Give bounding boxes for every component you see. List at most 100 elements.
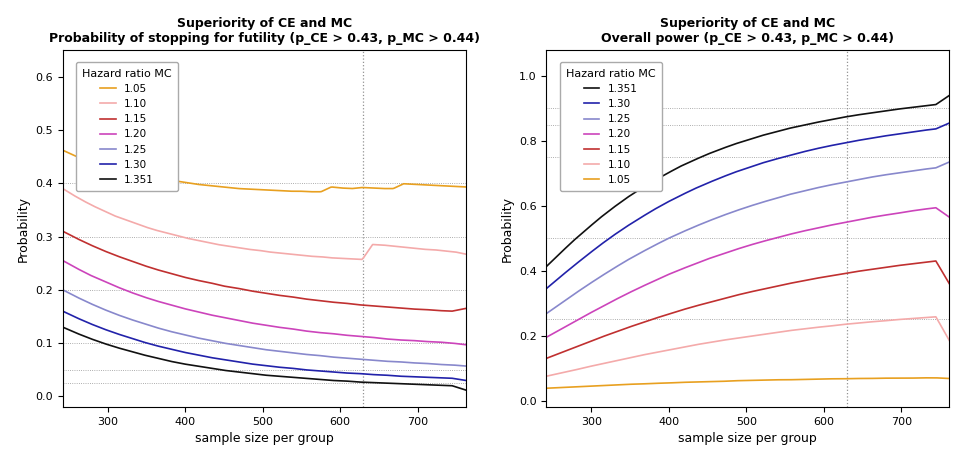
1.351: [303, 376, 315, 382]
1.25: [787, 191, 799, 196]
1.10: [297, 253, 308, 258]
1.10: [356, 257, 368, 262]
1.351: [297, 375, 308, 381]
1.20: [780, 233, 791, 238]
1.15: [296, 296, 307, 301]
1.351: [780, 127, 791, 132]
1.20: [787, 231, 799, 236]
1.10: [542, 373, 554, 379]
1.15: [542, 355, 554, 361]
1.05: [305, 189, 317, 195]
1.20: [303, 328, 315, 334]
Line: 1.25: 1.25: [63, 290, 466, 366]
1.351: [396, 381, 408, 387]
1.05: [423, 182, 435, 188]
1.351: [906, 105, 918, 110]
1.20: [542, 334, 554, 339]
1.10: [944, 338, 955, 343]
1.25: [541, 311, 553, 316]
1.30: [787, 152, 799, 157]
1.10: [541, 373, 553, 379]
1.351: [57, 324, 69, 330]
1.30: [542, 285, 554, 290]
1.25: [780, 193, 791, 199]
1.05: [303, 189, 315, 195]
X-axis label: sample size per group: sample size per group: [195, 432, 333, 445]
Line: 1.30: 1.30: [547, 123, 950, 289]
Legend: 1.351, 1.30, 1.25, 1.20, 1.15, 1.10, 1.05: 1.351, 1.30, 1.25, 1.20, 1.15, 1.10, 1.0…: [559, 62, 662, 191]
1.10: [423, 247, 435, 252]
1.351: [781, 126, 792, 132]
1.10: [296, 253, 307, 258]
Line: 1.15: 1.15: [63, 231, 466, 311]
X-axis label: sample size per group: sample size per group: [678, 432, 817, 445]
1.351: [422, 382, 434, 388]
1.05: [542, 385, 554, 391]
1.05: [944, 376, 955, 381]
1.30: [781, 153, 792, 159]
1.05: [541, 385, 553, 391]
Line: 1.20: 1.20: [547, 208, 950, 337]
1.25: [58, 288, 70, 293]
1.05: [58, 148, 70, 153]
1.20: [944, 214, 955, 220]
Title: Superiority of CE and MC
Probability of stopping for futility (p_CE > 0.43, p_MC: Superiority of CE and MC Probability of …: [48, 17, 480, 45]
1.05: [906, 375, 918, 381]
1.20: [297, 328, 308, 333]
1.15: [781, 281, 792, 287]
1.25: [57, 287, 69, 292]
1.30: [57, 308, 69, 314]
1.15: [460, 306, 471, 311]
Line: 1.351: 1.351: [547, 96, 950, 267]
Line: 1.351: 1.351: [63, 327, 466, 390]
1.351: [880, 108, 892, 114]
1.20: [296, 328, 307, 333]
1.20: [541, 334, 553, 340]
1.351: [58, 325, 70, 330]
1.15: [787, 280, 799, 286]
1.15: [422, 307, 434, 312]
1.05: [398, 181, 410, 187]
1.15: [930, 258, 942, 264]
1.10: [303, 253, 315, 259]
1.20: [422, 339, 434, 344]
Y-axis label: Probability: Probability: [16, 195, 30, 261]
Line: 1.15: 1.15: [547, 261, 950, 359]
1.15: [944, 281, 955, 286]
Y-axis label: Probability: Probability: [500, 195, 513, 261]
1.20: [880, 212, 892, 218]
1.30: [297, 367, 308, 372]
1.25: [460, 363, 471, 369]
1.351: [541, 264, 553, 269]
1.05: [297, 188, 308, 194]
1.10: [781, 328, 792, 334]
Line: 1.30: 1.30: [63, 311, 466, 380]
Line: 1.25: 1.25: [547, 162, 950, 314]
1.20: [460, 342, 471, 347]
1.25: [296, 351, 307, 357]
1.351: [296, 375, 307, 381]
1.25: [944, 159, 955, 165]
1.05: [880, 376, 892, 381]
1.15: [880, 264, 892, 270]
1.25: [396, 359, 408, 365]
1.05: [460, 184, 471, 190]
1.25: [422, 361, 434, 366]
1.25: [906, 168, 918, 174]
1.25: [880, 172, 892, 177]
1.10: [906, 316, 918, 322]
1.10: [880, 318, 892, 323]
1.30: [906, 129, 918, 135]
1.10: [930, 314, 942, 320]
1.15: [541, 356, 553, 361]
1.25: [297, 351, 308, 357]
1.05: [780, 377, 791, 383]
1.20: [396, 337, 408, 343]
Legend: 1.05, 1.10, 1.15, 1.20, 1.25, 1.30, 1.351: 1.05, 1.10, 1.15, 1.20, 1.25, 1.30, 1.35…: [76, 62, 178, 191]
1.05: [787, 377, 799, 383]
1.20: [57, 258, 69, 263]
1.30: [880, 133, 892, 139]
1.15: [58, 229, 70, 235]
1.15: [906, 261, 918, 267]
1.30: [460, 377, 471, 383]
